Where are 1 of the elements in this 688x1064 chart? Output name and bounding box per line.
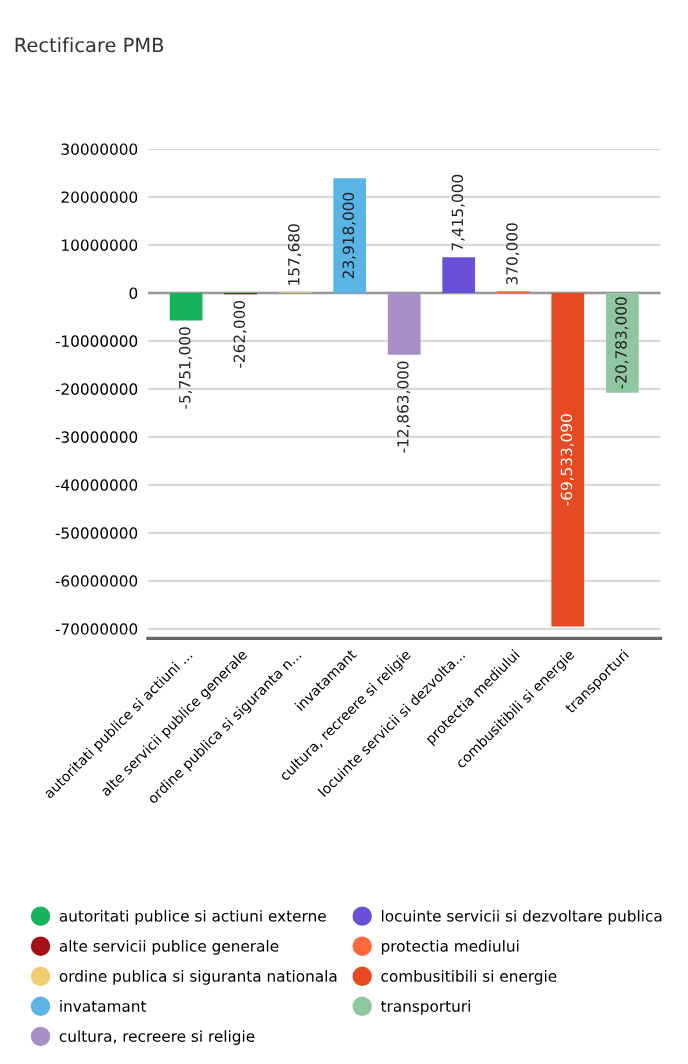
chart-title: Rectificare PMB — [15, 37, 164, 53]
